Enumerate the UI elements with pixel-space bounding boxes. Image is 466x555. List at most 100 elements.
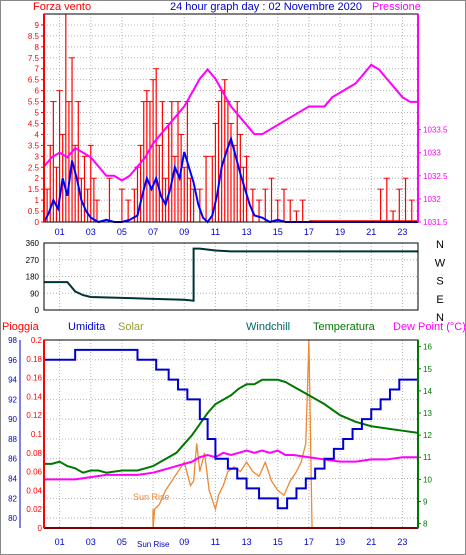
x-tick-label: 19	[335, 537, 345, 547]
rain-tick-label: 0.16	[26, 374, 42, 383]
humidity-tick-label: 88	[8, 435, 17, 444]
rain-tick-label: 0.06	[26, 468, 42, 477]
chart-title: 24 hour graph day : 02 Novembre 2020	[170, 1, 362, 13]
humidity-tick-label: 96	[8, 356, 17, 365]
x-tick-label: 23	[397, 227, 407, 237]
direction-tick-label: 90	[30, 289, 39, 298]
x-tick-label: 01	[55, 227, 65, 237]
x-tick-label: 11	[211, 537, 220, 547]
humidity-tick-label: 98	[8, 336, 17, 345]
humidity-temperature-panel: 8082848688909294969800.020.040.060.080.1…	[8, 336, 432, 547]
x-tick-label: 03	[86, 537, 96, 547]
wind-axis-label: Forza vento	[33, 1, 91, 13]
temp-tick-label: 8	[423, 520, 428, 529]
x-tick-label: 21	[366, 227, 376, 237]
temp-tick-label: 10	[423, 475, 432, 484]
wind-tick-label: 4	[35, 130, 40, 139]
wind-tick-label: 0.5	[28, 207, 40, 216]
pressure-tick-label: 1033	[423, 149, 441, 158]
rain-tick-label: 0.1	[31, 430, 43, 439]
x-tick-label: 03	[86, 227, 96, 237]
x-tick-label: 09	[179, 537, 189, 547]
x-tick-label: 15	[273, 537, 283, 547]
x-tick-label: 05	[117, 227, 127, 237]
temp-tick-label: 12	[423, 431, 432, 440]
wind-tick-label: 3.5	[28, 141, 40, 150]
pressure-tick-label: 1032	[423, 195, 441, 204]
pressure-line	[43, 63, 418, 182]
wind-tick-label: 9	[35, 21, 40, 30]
humidity-line	[44, 348, 418, 510]
wind-tick-label: 8.5	[28, 32, 40, 41]
temp-tick-label: 15	[423, 365, 432, 374]
rain-tick-label: 0.18	[26, 355, 42, 364]
humidity-tick-label: 92	[8, 395, 17, 404]
wind-tick-label: 4.5	[28, 119, 40, 128]
humidity-tick-label: 94	[8, 376, 17, 385]
wind-tick-label: 0	[35, 218, 40, 227]
wind-pressure-panel: 0 0.5 1 1.5 2 2.5 3 3.5 4 4.55 5.5 6 6.5 7 7.5 8 8.5 9 103…	[28, 13, 448, 237]
wind-tick-label: 6.5	[28, 76, 40, 85]
plot-frame	[43, 339, 419, 529]
wind-tick-label: 1	[35, 196, 40, 205]
wind-tick-label: 8	[35, 43, 40, 52]
pressure-tick-label: 1033.5	[423, 126, 448, 135]
pressure-tick-label: 1032.5	[423, 172, 448, 181]
compass-label: N	[436, 312, 444, 324]
legend-solar: Solar	[118, 321, 144, 333]
x-tick-label: 13	[242, 227, 252, 237]
wind-tick-label: 1.5	[28, 185, 40, 194]
temp-tick-label: 16	[423, 343, 432, 352]
direction-line	[44, 247, 418, 302]
humidity-tick-label: 86	[8, 455, 17, 464]
wind-tick-label: 3	[35, 152, 40, 161]
legend-pioggia: Pioggia	[2, 321, 40, 333]
wind-tick-label: 5.5	[28, 98, 40, 107]
legend-temperatura: Temperatura	[313, 321, 376, 333]
wind-tick-label: 7.5	[28, 54, 40, 63]
direction-tick-label: 360	[26, 239, 40, 248]
compass-label: E	[436, 294, 443, 306]
humidity-tick-label: 80	[8, 514, 17, 523]
temp-tick-label: 13	[423, 409, 432, 418]
x-tick-label: 05	[117, 537, 127, 547]
dewpoint-line	[44, 449, 418, 481]
wind-tick-label: 5	[35, 109, 40, 118]
direction-tick-label: 270	[26, 256, 40, 265]
legend-dewpoint: Dew Point (°C)	[393, 321, 466, 333]
x-tick-label: 23	[397, 537, 407, 547]
x-tick-label: 21	[366, 537, 376, 547]
x-tick-label: 01	[55, 537, 65, 547]
rain-tick-label: 0	[38, 524, 43, 533]
x-tick-label: 11	[211, 227, 220, 237]
compass-label: N	[436, 239, 444, 251]
legend-umidita: Umidita	[68, 321, 106, 333]
temp-tick-label: 9	[423, 497, 428, 506]
wind-tick-label: 2.5	[28, 163, 40, 172]
temp-tick-label: 14	[423, 387, 432, 396]
x-tick-label: 17	[304, 227, 314, 237]
direction-tick-label: 180	[26, 273, 40, 282]
wind-tick-label: 6	[35, 87, 40, 96]
plot-frame	[43, 242, 419, 311]
rain-tick-label: 0.2	[31, 336, 43, 345]
humidity-tick-label: 82	[8, 494, 17, 503]
sunrise-x-label: Sun Rise	[137, 540, 170, 549]
direction-tick-label: 0	[35, 306, 40, 315]
rain-tick-label: 0.14	[26, 392, 42, 401]
x-tick-label: 09	[179, 227, 189, 237]
compass-label: W	[435, 257, 446, 269]
wind-tick-label: 2	[35, 174, 40, 183]
sunrise-annotation: Sun Rise	[133, 492, 170, 502]
pressure-axis-label: Pressione	[372, 1, 421, 13]
humidity-tick-label: 90	[8, 415, 17, 424]
solar-line	[152, 339, 313, 529]
temp-tick-label: 11	[423, 453, 432, 462]
x-tick-label: 19	[335, 227, 345, 237]
wind-tick-label: 7	[35, 65, 40, 74]
x-tick-label: 17	[304, 537, 314, 547]
x-tick-label: 13	[242, 537, 252, 547]
